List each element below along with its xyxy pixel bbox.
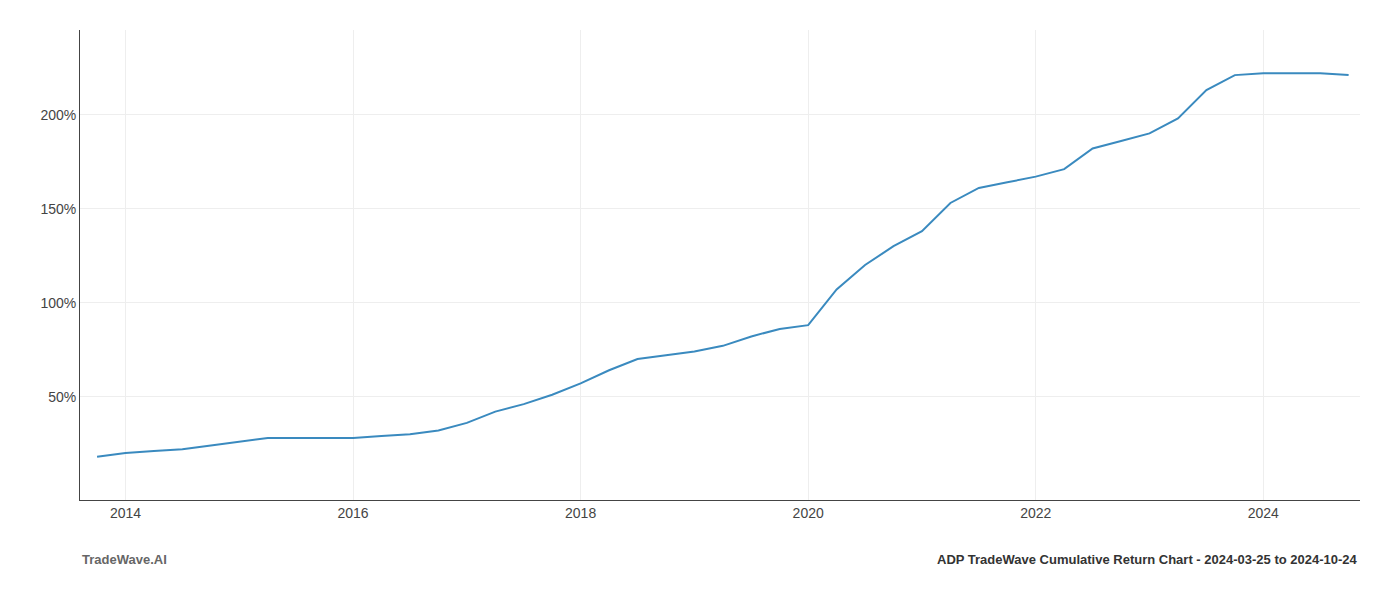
svg-text:200%: 200% <box>40 107 76 123</box>
svg-text:2018: 2018 <box>565 505 596 521</box>
svg-text:150%: 150% <box>40 201 76 217</box>
svg-text:2022: 2022 <box>1020 505 1051 521</box>
svg-text:TradeWave.AI: TradeWave.AI <box>82 552 167 567</box>
svg-text:2024: 2024 <box>1248 505 1279 521</box>
svg-text:2014: 2014 <box>110 505 141 521</box>
svg-text:50%: 50% <box>48 389 76 405</box>
svg-text:100%: 100% <box>40 295 76 311</box>
svg-text:2020: 2020 <box>793 505 824 521</box>
svg-text:ADP TradeWave Cumulative Retur: ADP TradeWave Cumulative Return Chart - … <box>937 552 1358 567</box>
svg-text:2016: 2016 <box>337 505 368 521</box>
